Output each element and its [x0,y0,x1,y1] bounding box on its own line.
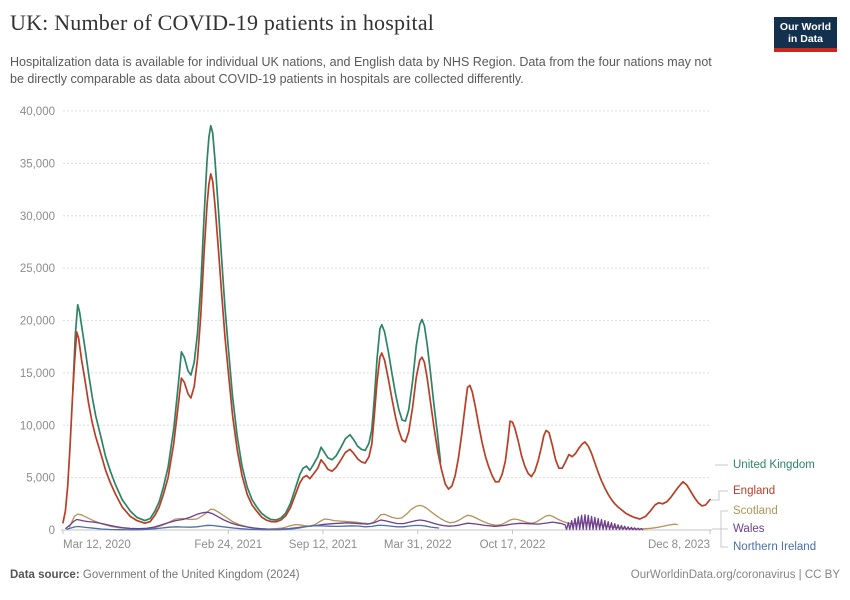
legend-connector-northern-ireland [720,529,728,548]
legend-item-wales[interactable]: Wales [733,523,765,535]
owid-logo[interactable]: Our World in Data [774,17,837,52]
series-line-wales[interactable] [65,511,644,531]
x-axis-tick-label: Mar 31, 2022 [384,539,452,551]
owid-logo-line1: Our World [779,21,832,33]
page-title: UK: Number of COVID-19 patients in hospi… [10,10,435,35]
owid-logo-line2: in Data [787,33,823,45]
data-source-value: Government of the United Kingdom (2024) [82,569,300,581]
y-axis-tick-label: 15,000 [20,368,55,380]
x-axis-tick-label: Oct 17, 2022 [480,539,546,551]
y-axis-tick-label: 0 [49,525,55,537]
chart-subtitle: Hospitalization data is available for in… [10,55,712,86]
legend-item-northern-ireland[interactable]: Northern Ireland [733,541,817,553]
footer-divider: | [795,569,805,581]
x-axis-tick-label: Mar 12, 2020 [63,539,131,551]
x-axis-tick-label: Feb 24, 2021 [194,539,262,551]
series-line-england[interactable] [62,173,711,525]
legend-connector-england [711,490,728,501]
attribution: OurWorldinData.org/coronavirus | CC BY [631,569,840,581]
license-label: CC BY [804,569,840,581]
y-axis-tick-label: 20,000 [20,316,55,328]
y-axis-tick-label: 25,000 [20,263,55,275]
owid-url-link[interactable]: OurWorldinData.org/coronavirus [630,569,796,581]
legend-item-england[interactable]: England [733,485,776,497]
x-axis-tick-label: Dec 8, 2023 [648,539,710,551]
data-source-label: Data source: [10,569,80,581]
legend-connector-scotland [720,510,728,529]
series-line-northern-ireland[interactable] [66,524,440,531]
y-axis-tick-label: 35,000 [20,158,55,170]
y-axis-tick-label: 30,000 [20,211,55,223]
legend-item-united-kingdom[interactable]: United Kingdom [733,459,815,471]
y-axis-tick-label: 5,000 [26,473,55,485]
y-axis-tick-label: 10,000 [20,420,55,432]
y-axis-tick-label: 40,000 [20,106,55,118]
chart-footer: Data source: Government of the United Ki… [10,569,840,581]
legend-item-scotland[interactable]: Scotland [733,505,778,517]
x-axis-tick-label: Sep 12, 2021 [289,539,357,551]
series-line-united-kingdom[interactable] [72,124,442,522]
data-source-note: Data source: Government of the United Ki… [10,569,300,581]
